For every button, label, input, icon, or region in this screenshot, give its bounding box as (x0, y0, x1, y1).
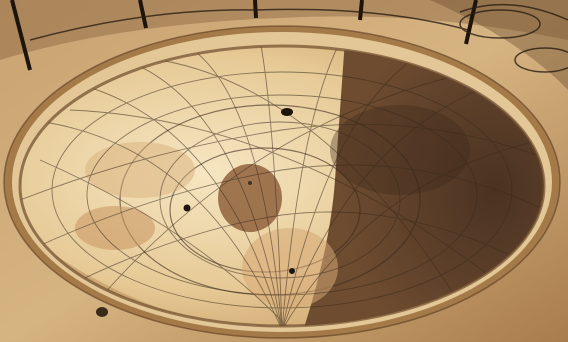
marker-top (281, 108, 293, 116)
marker-bottom (289, 268, 295, 274)
rim-object (96, 307, 108, 317)
center-disc (218, 164, 282, 232)
bowl-interior (20, 46, 544, 326)
dial-lines (20, 46, 544, 326)
marker-left (183, 204, 191, 212)
bowl-shadow (300, 46, 544, 326)
